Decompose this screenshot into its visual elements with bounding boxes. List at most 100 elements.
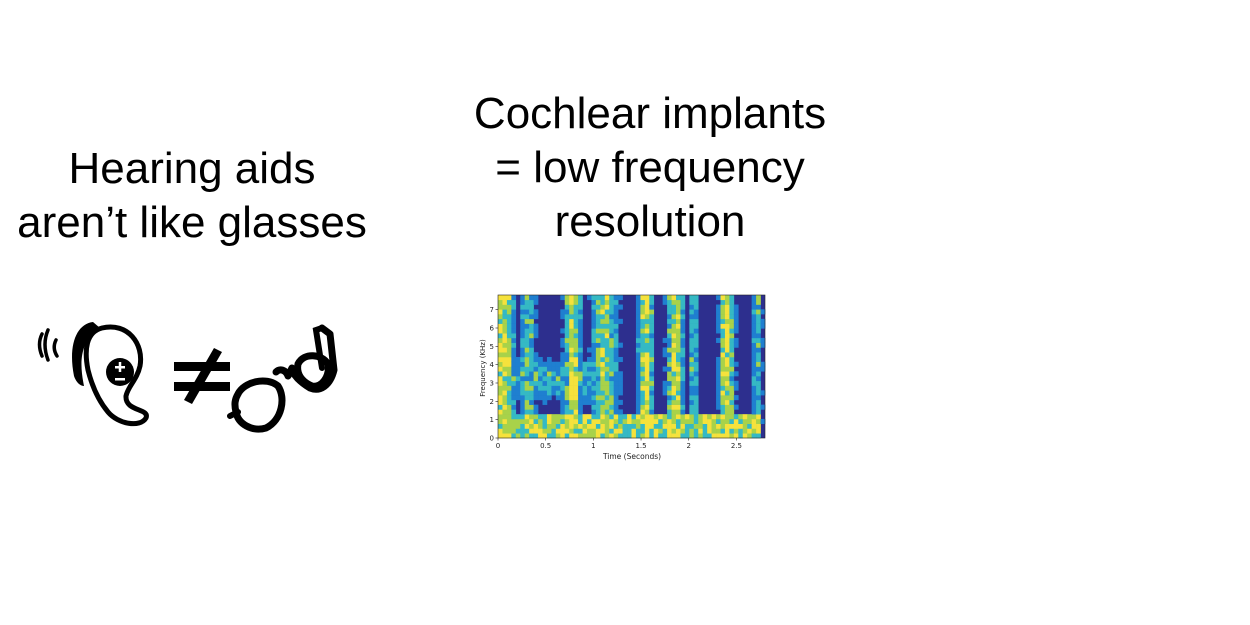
spectrogram-cell xyxy=(600,342,606,348)
spectrogram-cell xyxy=(693,404,699,410)
spectrogram-cell xyxy=(515,433,521,439)
spectrogram-cell xyxy=(573,299,579,305)
spectrogram-cell xyxy=(551,423,557,429)
spectrogram-cell xyxy=(640,337,646,343)
spectrogram-cell xyxy=(600,414,606,420)
spectrogram-cell xyxy=(538,433,543,439)
spectrogram-cell xyxy=(756,418,761,424)
spectrogram-cell xyxy=(604,414,610,420)
spectrogram-cell xyxy=(724,333,730,339)
spectrogram-cell xyxy=(502,323,508,329)
spectrogram-cell xyxy=(520,304,525,310)
spectrogram-cell xyxy=(667,314,672,320)
spectrogram-cell xyxy=(498,361,503,367)
spectrogram-cell xyxy=(671,352,677,358)
spectrogram-cell xyxy=(635,414,641,420)
spectrogram-cell xyxy=(658,414,663,420)
spectrogram-cell xyxy=(578,318,583,324)
spectrogram-cell xyxy=(600,423,606,429)
spectrogram-cell xyxy=(653,428,659,434)
spectrogram-cell xyxy=(751,309,757,315)
spectrogram-cell xyxy=(676,385,681,391)
spectrogram-cell xyxy=(515,380,521,386)
spectrogram-cell xyxy=(604,347,610,353)
spectrogram-cell xyxy=(716,366,721,372)
spectrogram-cell xyxy=(604,423,610,429)
spectrogram-cell xyxy=(751,304,757,310)
spectrogram-cell xyxy=(693,428,699,434)
spectrogram-cell xyxy=(635,333,641,339)
spectrogram-cell xyxy=(671,404,677,410)
spectrogram-cell xyxy=(724,309,730,315)
spectrogram-cell xyxy=(751,376,757,382)
spectrogram-cell xyxy=(671,390,677,396)
spectrogram-cell xyxy=(600,361,606,367)
spectrogram-cell xyxy=(662,423,668,429)
spectrogram-cell xyxy=(640,347,646,353)
spectrogram-cell xyxy=(693,337,699,343)
spectrogram-cell xyxy=(716,428,721,434)
spectrogram-cell xyxy=(520,433,525,439)
spectrogram-cell xyxy=(733,318,739,324)
spectrogram-cell xyxy=(582,376,588,382)
spectrogram-cell xyxy=(738,414,744,420)
spectrogram-cell xyxy=(498,399,503,405)
spectrogram-cell xyxy=(729,418,735,424)
spectrogram-cell xyxy=(587,366,592,372)
spectrogram-cell xyxy=(551,390,557,396)
spectrogram-cell xyxy=(724,376,730,382)
spectrogram-cell xyxy=(720,299,726,305)
spectrogram-cell xyxy=(498,328,503,334)
spectrogram-cell xyxy=(511,304,517,310)
spectrogram-cell xyxy=(529,352,534,358)
spectrogram-cell xyxy=(573,347,579,353)
spectrogram-cell xyxy=(644,318,650,324)
spectrogram-cell xyxy=(716,423,721,429)
spectrogram-cell xyxy=(667,428,672,434)
spectrogram-cell xyxy=(693,304,699,310)
spectrogram-cell xyxy=(751,299,757,305)
spectrogram-cell xyxy=(640,366,646,372)
spectrogram-cell xyxy=(609,433,614,439)
spectrogram-cell xyxy=(546,376,552,382)
spectrogram-cell xyxy=(644,390,650,396)
spectrogram-cell xyxy=(667,318,672,324)
spectrogram-cell xyxy=(716,418,721,424)
spectrogram-cell xyxy=(595,295,601,301)
spectrogram-cell xyxy=(613,390,619,396)
spectrogram-cell xyxy=(529,328,534,334)
spectrogram-cell xyxy=(498,404,503,410)
spectrogram-cell xyxy=(613,342,619,348)
spectrogram-cell xyxy=(649,399,655,405)
spectrogram-cell xyxy=(751,328,757,334)
spectrogram-cell xyxy=(720,333,726,339)
spectrogram-cell xyxy=(644,395,650,401)
spectrogram-cell xyxy=(667,418,672,424)
spectrogram-cell xyxy=(524,352,530,358)
spectrogram-cell xyxy=(498,395,503,401)
spectrogram-cell xyxy=(676,366,681,372)
spectrogram-cell xyxy=(693,328,699,334)
spectrogram-cell xyxy=(591,395,597,401)
spectrogram-cell xyxy=(662,366,668,372)
spectrogram-cell xyxy=(733,371,739,377)
spectrogram-cell xyxy=(613,333,619,339)
spectrogram-cell xyxy=(546,356,552,363)
spectrogram-cell xyxy=(560,428,566,434)
spectrogram-cell xyxy=(578,418,583,424)
spectrogram-cell xyxy=(613,314,619,320)
spectrogram-cell xyxy=(609,385,614,391)
spectrogram-cell xyxy=(498,299,503,305)
spectrogram-cell xyxy=(604,314,610,320)
spectrogram-cell xyxy=(689,333,695,339)
spectrogram-cell xyxy=(595,314,601,320)
spectrogram-cell xyxy=(573,385,579,391)
spectrogram-cell xyxy=(529,309,534,315)
spectrogram-cell xyxy=(511,409,517,415)
spectrogram-cell xyxy=(676,352,681,358)
spectrogram-cell xyxy=(564,352,570,358)
spectrogram-cell xyxy=(613,295,619,301)
spectrogram-cell xyxy=(667,433,672,439)
spectrogram-cell xyxy=(515,376,521,382)
spectrogram-cell xyxy=(671,418,677,424)
